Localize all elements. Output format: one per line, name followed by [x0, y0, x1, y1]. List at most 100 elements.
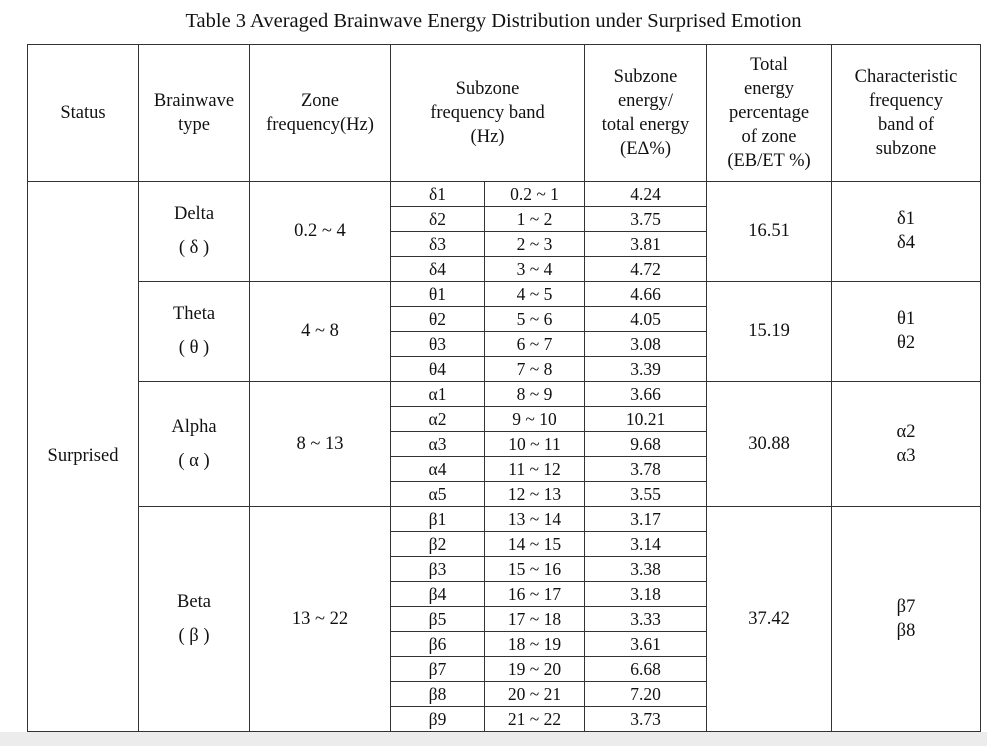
zone-frequency-cell: 4 ~ 8: [249, 280, 391, 382]
total-energy-cell: 16.51: [706, 181, 833, 282]
table-row: θ4 7 ~ 8 3.39: [28, 355, 981, 382]
brainwave-type-cell: Delta ( δ ): [138, 181, 250, 282]
subzone-band-cell: 7 ~ 8: [483, 355, 586, 382]
table-row: Theta( θ ) 4 ~ 8 θ1 4 ~ 5 4.66 15.19 θ1 θ2: [28, 280, 982, 382]
subzone-energy-cell: 3.55: [584, 480, 708, 507]
brainwave-name: Alpha: [171, 416, 217, 437]
total-energy-cell: 30.88: [706, 380, 833, 507]
header-characteristic-band: Characteristic frequency band of subzone: [831, 44, 982, 182]
header-line: (EB/ET %): [727, 151, 811, 171]
header-brainwave-type: Brainwave type: [138, 44, 250, 182]
header-subzone-energy: Subzone energy/total energy (EΔ%): [584, 44, 708, 182]
table-row: Surprised Delta( δ ) 0.2 ~ 4 δ1 0.2 ~ 1 4.24 1…: [27, 181, 982, 732]
subzone-symbol-cell: δ3: [390, 230, 485, 257]
header-line: of zone: [741, 127, 797, 147]
brainwave-name: Delta: [173, 204, 215, 225]
subzone-band-cell: 9 ~ 10: [483, 405, 586, 432]
header-line: frequency(Hz): [266, 115, 374, 135]
subzone-symbol-cell: α4: [390, 455, 485, 482]
characteristic-band-cell: α2 α3: [831, 380, 982, 507]
brainwave-type-cell: Beta ( β ): [138, 505, 250, 732]
table-row: β6 18 ~ 19 3.61: [28, 630, 981, 657]
subzone-symbol-cell: θ2: [390, 305, 485, 332]
brainwave-energy-table: Status Brainwave type Zone frequency(Hz) S…: [27, 44, 982, 732]
subzone-symbol-cell: α2: [390, 405, 485, 432]
header-line: Status: [60, 103, 106, 123]
header-line: frequency band: [430, 103, 545, 123]
bottom-shade: [0, 732, 987, 746]
subzone-energy-cell: 9.68: [584, 430, 708, 457]
subzone-band-cell: 15 ~ 16: [483, 555, 586, 582]
subzone-band-cell: 10 ~ 11: [483, 430, 586, 457]
header-line: Subzone: [455, 79, 520, 99]
table-row: α5 12 ~ 13 3.55: [28, 480, 981, 507]
subzone-band-cell: 4 ~ 5: [483, 280, 586, 307]
subzone-energy-cell: 4.24: [584, 181, 708, 207]
header-subzone-frequency-band: Subzone frequency band (Hz): [389, 44, 586, 182]
header-line: percentage: [728, 103, 810, 123]
subzone-energy-cell: 3.75: [584, 205, 708, 232]
subzone-energy-cell: 4.66: [584, 280, 708, 307]
subzone-symbol-cell: β8: [390, 680, 485, 707]
subzone-symbol-cell: α3: [390, 430, 485, 457]
status-cell: Surprised: [27, 181, 139, 732]
subzone-band-cell: 12 ~ 13: [483, 480, 586, 507]
subzone-band-cell: 3 ~ 4: [483, 255, 586, 282]
characteristic-band-cell: β7 β8: [831, 505, 982, 732]
subzone-band-cell: 18 ~ 19: [483, 630, 586, 657]
subzone-band-cell: 5 ~ 6: [483, 305, 586, 332]
table-row: β2 14 ~ 15 3.14: [28, 530, 981, 557]
subzone-band-cell: 21 ~ 22: [483, 705, 586, 732]
characteristic-band: α3: [896, 445, 916, 466]
subzone-band-cell: 14 ~ 15: [483, 530, 586, 557]
subzone-energy-cell: 3.73: [584, 705, 708, 732]
subzone-band-cell: 1 ~ 2: [483, 205, 586, 232]
header-line: Subzone: [613, 67, 678, 87]
table-row: Alpha( α ) 8 ~ 13 α1 8 ~ 9 3.66 30.88 α2 α3: [28, 380, 982, 507]
subzone-band-cell: 16 ~ 17: [483, 580, 586, 607]
subzone-symbol-cell: β2: [390, 530, 485, 557]
header-line: energy: [744, 79, 795, 99]
subzone-energy-cell: 3.66: [584, 380, 708, 407]
brainwave-name: Theta: [172, 304, 216, 325]
subzone-energy-cell: 6.68: [584, 655, 708, 682]
subzone-band-cell: 11 ~ 12: [483, 455, 586, 482]
subzone-energy-cell: 4.05: [584, 305, 708, 332]
table-row: Beta( β ) 13 ~ 22 β1 13 ~ 14 3.17 37.42 β7 β8: [28, 505, 982, 732]
subzone-energy-cell: 3.08: [584, 330, 708, 357]
subzone-energy-cell: 3.61: [584, 630, 708, 657]
table-row: α2 9 ~ 10 10.21: [28, 405, 981, 432]
header-total-energy-percentage: Total energy percentage of zone (EB/ET %): [706, 44, 833, 182]
characteristic-band: β8: [896, 620, 916, 641]
subzone-symbol-cell: δ4: [390, 255, 485, 282]
table-caption: Table 3 Averaged Brainwave Energy Distri…: [185, 10, 802, 32]
subzone-symbol-cell: β4: [390, 580, 485, 607]
header-line: energy/: [617, 91, 674, 111]
subzone-energy-cell: 3.17: [584, 505, 708, 532]
table-row: β9 21 ~ 22 3.73: [28, 705, 981, 732]
header-line: (Hz): [470, 127, 505, 147]
subzone-symbol-cell: β5: [390, 605, 485, 632]
brainwave-symbol: ( θ ): [178, 338, 210, 359]
subzone-energy-cell: 3.14: [584, 530, 708, 557]
table-row: θ3 6 ~ 7 3.08: [28, 330, 981, 357]
header-line: Total: [750, 55, 788, 75]
header-line: type: [178, 115, 210, 135]
table-row: α4 11 ~ 12 3.78: [28, 455, 981, 482]
subzone-band-cell: 0.2 ~ 1: [483, 181, 586, 207]
subzone-band-cell: 17 ~ 18: [483, 605, 586, 632]
header-line: band of: [878, 115, 935, 135]
subzone-energy-cell: 4.72: [584, 255, 708, 282]
characteristic-band: θ1: [896, 309, 916, 330]
subzone-energy-cell: 7.20: [584, 680, 708, 707]
header-row: Status Brainwave type Zone frequency(Hz) S…: [27, 44, 982, 182]
characteristic-band: θ2: [896, 333, 916, 354]
header-line: (EΔ%): [620, 139, 671, 159]
subzone-energy-cell: 3.38: [584, 555, 708, 582]
brainwave-symbol: ( δ ): [178, 238, 210, 259]
subzone-energy-cell: 3.78: [584, 455, 708, 482]
header-zone-frequency: Zone frequency(Hz): [249, 44, 391, 182]
table-body: Surprised Delta( δ ) 0.2 ~ 4 δ1 0.2 ~ 1 4.24 1…: [27, 181, 982, 732]
characteristic-band: δ4: [897, 233, 915, 254]
subzone-symbol-cell: α5: [390, 480, 485, 507]
